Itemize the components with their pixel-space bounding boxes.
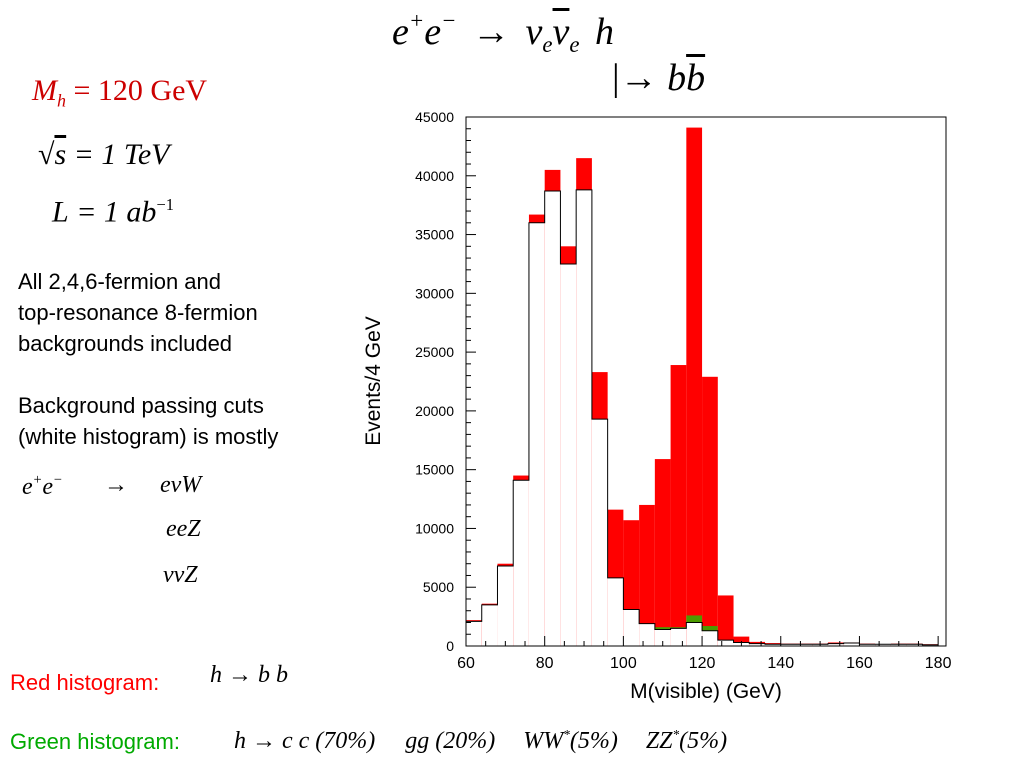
luminosity: L = 1 ab−1 (52, 195, 174, 229)
background-notes: All 2,4,6-fermion and top-resonance 8-fe… (18, 269, 279, 449)
y-tick-label: 0 (446, 638, 454, 654)
signal-bar (654, 459, 671, 646)
signal-bar (639, 504, 655, 646)
decay-equation: |→ bb (612, 57, 706, 99)
signal-bar (702, 376, 718, 646)
bg-process-eez: eeZ (166, 516, 201, 542)
y-tick-label: 15000 (415, 462, 454, 478)
x-axis-ticks: 60 80 100 120 140 160 180 (457, 636, 952, 672)
y-tick-label: 20000 (415, 403, 454, 419)
background-bar (560, 263, 577, 646)
background-bar (702, 630, 718, 646)
background-bar (875, 644, 891, 646)
x-tick-label: 80 (536, 655, 554, 672)
background-bar (765, 644, 781, 646)
center-of-mass-energy: √s = 1 TeV (38, 138, 170, 171)
background-bar (906, 644, 923, 646)
background-bar (591, 419, 608, 646)
eq-electron: e (392, 10, 409, 53)
x-tick-label: 180 (925, 655, 952, 672)
x-axis-label: M(visible) (GeV) (630, 680, 782, 703)
eq-arrow: → (472, 10, 511, 53)
y-tick-label: 25000 (415, 344, 454, 360)
signal-bar (717, 595, 734, 646)
background-outline (466, 189, 939, 646)
green-bar (654, 627, 671, 630)
bg-process-arrow: → (104, 472, 128, 498)
red-histogram-label: Red histogram: (10, 670, 160, 695)
background-bar (843, 643, 860, 646)
eq-neutrino: ν (525, 10, 543, 53)
x-tick-label: 100 (610, 655, 637, 672)
y-tick-label: 45000 (415, 109, 454, 125)
green-histogram-formula: h → c c (70%) gg (20%) WW*(5%) ZZ*(5%) (234, 727, 728, 755)
background-bar (796, 644, 813, 646)
signal-bar (686, 127, 703, 646)
red-histogram-formula: h → b b (210, 662, 288, 688)
background-bar (513, 480, 529, 646)
eq-higgs: h (595, 10, 615, 53)
background-bar (607, 577, 624, 646)
background-bar (922, 644, 939, 646)
bg-process-enuw: eνW (160, 472, 202, 498)
background-bar (686, 622, 703, 646)
process-equation: e+e− → νeνe h (392, 8, 615, 57)
background-bar (827, 643, 844, 646)
bg-process-nunuz: ννZ (163, 562, 198, 588)
background-bar (717, 640, 734, 646)
x-tick-label: 60 (457, 655, 475, 672)
background-bar (780, 644, 797, 646)
x-tick-label: 160 (846, 655, 873, 672)
background-bar (859, 644, 876, 646)
background-bar (497, 566, 514, 646)
background-bar (623, 609, 640, 646)
y-tick-label: 35000 (415, 227, 454, 243)
y-axis-label: Events/4 GeV (362, 316, 385, 446)
background-bar (528, 222, 545, 647)
green-bar (670, 627, 687, 629)
green-histogram-label: Green histogram: (10, 729, 180, 754)
x-tick-label: 120 (689, 655, 716, 672)
bg-process-initial: e+e− (22, 472, 63, 501)
higgs-mass: Mh = 120 GeV (32, 74, 208, 111)
x-tick-label: 140 (767, 655, 794, 672)
background-bar (670, 628, 687, 646)
y-axis-ticks: 0 5000 10000 15000 20000 25000 30000 35000 40000… (415, 109, 476, 654)
background-bar (576, 189, 592, 646)
green-bar (686, 615, 703, 623)
y-tick-label: 5000 (423, 579, 454, 595)
signal-bar (670, 365, 687, 646)
green-bar (702, 626, 718, 631)
plot-frame (465, 116, 947, 647)
background-bar (749, 643, 766, 646)
background-bar (639, 623, 655, 646)
chart-bars (466, 127, 939, 647)
eq-antineutrino: ν (552, 10, 570, 53)
background-bar (544, 191, 561, 646)
y-tick-label: 30000 (415, 285, 454, 301)
background-bar (654, 629, 671, 646)
y-tick-label: 10000 (415, 520, 454, 536)
y-tick-label: 40000 (415, 168, 454, 184)
background-bar (466, 621, 482, 646)
background-bar (481, 604, 498, 646)
